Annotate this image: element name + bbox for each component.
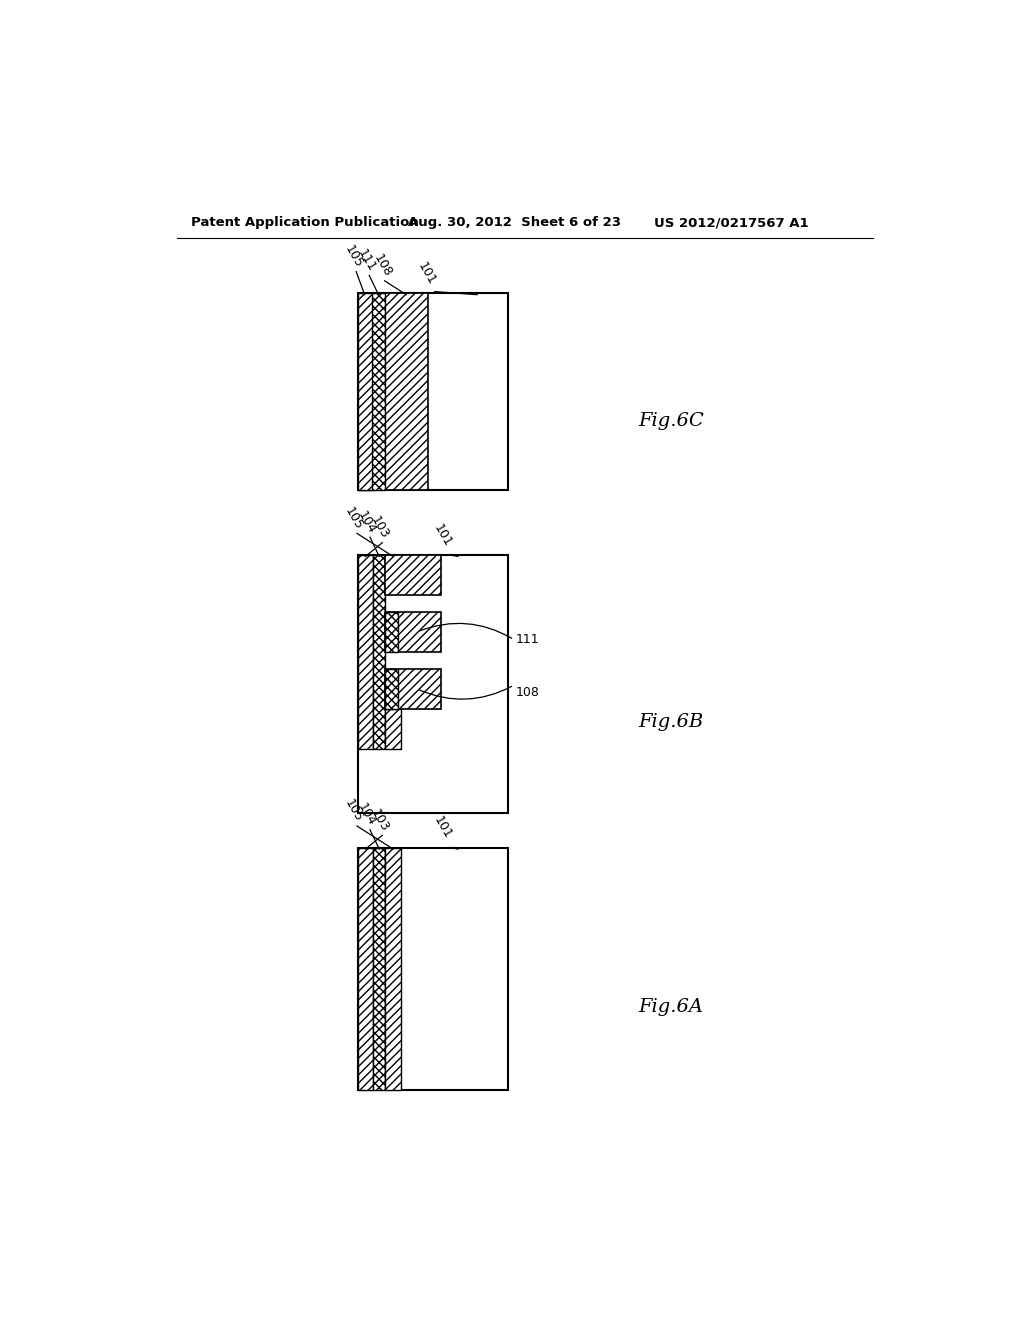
Text: Fig.6B: Fig.6B [639,713,705,731]
Text: 104: 104 [355,508,379,536]
Bar [385,669,397,709]
Bar [373,847,385,1090]
Bar [357,293,508,490]
Text: US 2012/0217567 A1: US 2012/0217567 A1 [654,216,809,230]
Bar [357,847,373,1090]
Text: 101: 101 [431,814,454,841]
Bar [385,612,397,652]
Bar [385,709,400,748]
Bar [385,612,441,652]
Bar [357,554,508,813]
Text: 103: 103 [368,513,391,541]
Text: Fig.6A: Fig.6A [639,998,703,1015]
Bar [357,293,372,490]
Text: Fig.6C: Fig.6C [639,412,705,430]
Text: 108: 108 [371,252,394,280]
Text: 101: 101 [431,521,454,549]
Bar [385,669,441,709]
Bar [357,293,428,490]
Bar [385,554,441,595]
Text: 104: 104 [355,801,379,829]
Text: 111: 111 [515,634,540,647]
Text: Patent Application Publication: Patent Application Publication [190,216,419,230]
Bar [373,554,385,748]
Text: Aug. 30, 2012  Sheet 6 of 23: Aug. 30, 2012 Sheet 6 of 23 [408,216,621,230]
Bar [357,847,508,1090]
Text: 105: 105 [342,504,366,532]
Text: 108: 108 [515,686,540,700]
Text: 105: 105 [342,243,366,271]
Text: 101: 101 [416,260,438,286]
Text: 105: 105 [342,797,366,825]
Bar [385,847,400,1090]
Text: 111: 111 [355,247,379,275]
Bar [357,293,385,490]
Bar [357,554,373,748]
Text: 103: 103 [368,807,391,834]
